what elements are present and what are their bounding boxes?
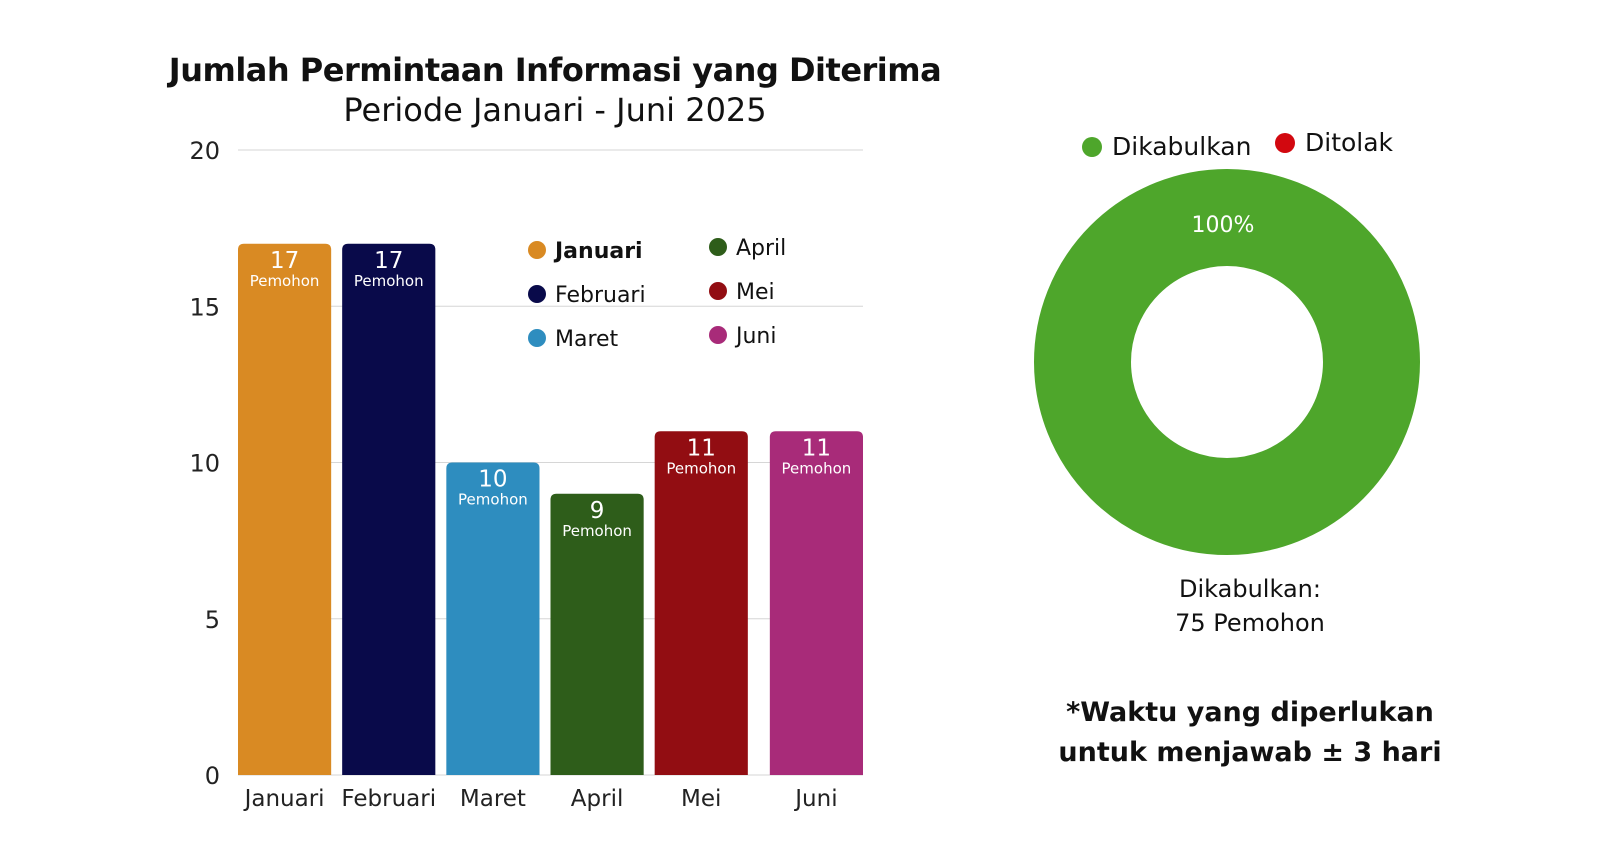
legend-label-mei: Mei xyxy=(736,280,775,305)
legend-swatch-juni xyxy=(709,326,727,344)
donut-legend: Dikabulkan Ditolak xyxy=(0,128,1600,168)
legend-swatch-mei xyxy=(709,282,727,300)
y-tick-label: 0 xyxy=(205,762,220,790)
donut-summary: Dikabulkan: 75 Pemohon xyxy=(1100,572,1400,640)
bar-april xyxy=(550,493,644,775)
response-time-note: *Waktu yang diperlukan untuk menjawab ± … xyxy=(1050,693,1450,773)
bar-juni xyxy=(769,431,863,775)
y-tick-label: 5 xyxy=(205,606,220,634)
legend-label-april: April xyxy=(736,236,786,261)
bar-mei xyxy=(654,431,748,775)
note-line-2: untuk menjawab ± 3 hari xyxy=(1058,737,1442,768)
x-tick-label: Februari xyxy=(341,786,436,812)
bar-value-label: 9 xyxy=(590,498,605,524)
donut-slice-dikabulkan xyxy=(1034,169,1420,555)
x-tick-label: Juni xyxy=(793,786,837,812)
bar-unit-label: Pemohon xyxy=(354,272,424,290)
y-tick-label: 15 xyxy=(189,293,220,321)
chart-title-block: Jumlah Permintaan Informasi yang Diterim… xyxy=(160,50,950,130)
legend-label-februari: Februari xyxy=(555,283,646,308)
y-tick-label: 10 xyxy=(189,450,220,478)
donut-legend-item-ditolak: Ditolak xyxy=(1275,128,1393,157)
legend-swatch-maret xyxy=(528,329,546,347)
legend-swatch-februari xyxy=(528,285,546,303)
bar-januari xyxy=(238,243,332,775)
chart-title: Jumlah Permintaan Informasi yang Diterim… xyxy=(168,51,942,89)
x-tick-label: Mei xyxy=(681,786,721,812)
donut-summary-label: Dikabulkan: xyxy=(1179,575,1321,603)
legend-label-januari: Januari xyxy=(553,239,643,264)
bar-maret xyxy=(446,462,540,775)
legend-label-juni: Juni xyxy=(734,324,777,349)
donut-legend-label-dikabulkan: Dikabulkan xyxy=(1112,132,1252,161)
bar-value-label: 17 xyxy=(374,248,403,274)
donut-summary-value: 75 Pemohon xyxy=(1175,609,1325,637)
bar-value-label: 17 xyxy=(270,248,299,274)
x-tick-label: Maret xyxy=(460,786,526,812)
donut-legend-item-dikabulkan: Dikabulkan xyxy=(1082,132,1251,161)
ditolak-legend-swatch xyxy=(1275,132,1295,153)
donut-percent-label: 100% xyxy=(1192,213,1255,238)
x-tick-label: Januari xyxy=(243,786,325,812)
chart-subtitle: Periode Januari - Juni 2025 xyxy=(343,91,767,129)
bar-unit-label: Pemohon xyxy=(782,459,852,477)
note-line-1: *Waktu yang diperlukan xyxy=(1066,697,1434,728)
bar-februari xyxy=(342,243,436,775)
bar-value-label: 11 xyxy=(687,435,716,461)
legend-label-maret: Maret xyxy=(555,327,619,352)
donut-legend-label-ditolak: Ditolak xyxy=(1305,128,1394,157)
dikabulkan-legend-swatch xyxy=(1082,136,1102,157)
x-tick-label: April xyxy=(571,786,624,812)
legend-swatch-april xyxy=(709,238,727,256)
bar-unit-label: Pemohon xyxy=(562,522,632,540)
bar-unit-label: Pemohon xyxy=(666,459,736,477)
y-tick-label: 20 xyxy=(189,137,220,165)
bar-value-label: 10 xyxy=(478,467,507,493)
legend-swatch-januari xyxy=(528,241,546,259)
bar-unit-label: Pemohon xyxy=(458,491,528,509)
bar-value-label: 11 xyxy=(802,435,831,461)
bar-unit-label: Pemohon xyxy=(250,272,320,290)
